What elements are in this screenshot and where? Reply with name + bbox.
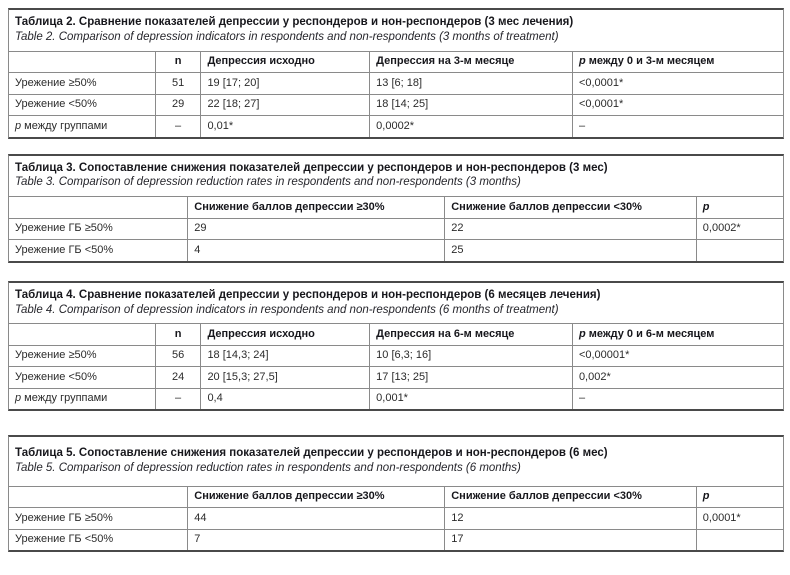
table-cell: 12 [444,507,697,530]
table-cell: 0,4 [200,387,370,410]
table-2-block: Таблица 2. Сравнение показателей депресс… [8,8,784,139]
table-p-row: p между группами – 0,01* 0,0002* – [9,115,783,137]
table-row: Урежение ГБ <50% 4 25 [9,239,783,261]
table-cell: 13 [6; 18] [369,72,573,95]
row-label-p: p между группами [9,115,156,137]
column-header: Депрессия исходно [200,323,370,346]
table-5: Снижение баллов депрессии ≥30% Снижение … [9,485,783,551]
paper-tables-page: { "page": { "background": "#ffffff" }, "… [0,8,790,575]
row-label: Урежение <50% [9,366,156,389]
table-2-title-ru: Таблица 2. Сравнение показателей депресс… [15,16,574,28]
table-row: Урежение ГБ ≥50% 29 22 0,0002* [9,217,783,240]
table-2-title-en: Table 2. Comparison of depression indica… [15,30,559,43]
table-4-title-en: Table 4. Comparison of depression indica… [15,303,559,316]
column-header: Депрессия на 6-м месяце [369,323,573,346]
row-label: Урежение ГБ ≥50% [9,507,188,530]
column-header-n: n [154,323,201,346]
column-header: Депрессия исходно [200,50,370,73]
table-cell: 10 [6,3; 16] [369,344,573,367]
column-header-n: n [154,50,201,73]
column-header [9,485,188,508]
table-cell: 18 [14,3; 24] [200,344,370,367]
table-5-block: Таблица 5. Сопоставление снижения показа… [8,435,784,553]
table-row: Урежение ГБ ≥50% 44 12 0,0001* [9,507,783,530]
table-cell: – [154,115,201,137]
table-2: n Депрессия исходно Депрессия на 3-м мес… [9,50,783,137]
table-4: n Депрессия исходно Депрессия на 6-м мес… [9,323,783,410]
table-2-header-row: n Депрессия исходно Депрессия на 3-м мес… [9,50,783,73]
table-cell: 0,0001* [695,507,783,530]
table-row: Урежение <50% 29 22 [18; 27] 18 [14; 25]… [9,93,783,116]
table-cell: 0,01* [200,115,370,137]
column-header [9,323,156,346]
table-cell: 0,0002* [695,217,783,240]
table-row: Урежение ГБ <50% 7 17 [9,528,783,551]
table-cell: 19 [17; 20] [200,72,370,95]
column-header-p: p между 0 и 6-м месяцем [571,323,783,346]
table-3: Снижение баллов депрессии ≥30% Снижение … [9,196,783,261]
table-cell [695,239,783,261]
table-cell: 0,002* [571,366,783,389]
table-5-title-en: Table 5. Comparison of depression reduct… [15,462,521,475]
table-cell: 51 [154,72,201,95]
table-4-title-ru: Таблица 4. Сравнение показателей депресс… [15,288,601,301]
row-label: Урежение ≥50% [9,72,156,95]
column-header-p: p [695,485,783,508]
table-cell: 4 [187,239,445,261]
table-cell: – [571,115,783,137]
column-header [9,50,156,73]
table-cell: 44 [187,507,445,530]
table-p-row: p между группами – 0,4 0,001* – [9,387,783,410]
table-cell: 17 [13; 25] [369,366,573,389]
table-3-title-area: Таблица 3. Сопоставление снижения показа… [9,156,783,197]
row-label: Урежение ГБ <50% [9,239,188,261]
table-4-title-area: Таблица 4. Сравнение показателей депресс… [9,283,783,324]
table-3-header-row: Снижение баллов депрессии ≥30% Снижение … [9,196,783,219]
row-label-p: p между группами [9,387,156,410]
table-cell: 0,0002* [369,115,573,137]
table-3-title-ru: Таблица 3. Сопоставление снижения показа… [15,161,608,174]
table-cell: <0,00001* [571,344,783,367]
column-header-p: p между 0 и 3-м месяцем [571,50,783,73]
table-3-block: Таблица 3. Сопоставление снижения показа… [8,153,784,263]
table-cell: 7 [187,528,445,551]
table-cell: 25 [444,239,697,261]
table-4-header-row: n Депрессия исходно Депрессия на 6-м мес… [9,323,783,346]
column-header: Депрессия на 3-м месяце [369,50,573,73]
table-row: Урежение <50% 24 20 [15,3; 27,5] 17 [13;… [9,366,783,389]
column-header [9,196,188,219]
table-row: Урежение ≥50% 51 19 [17; 20] 13 [6; 18] … [9,72,783,95]
table-cell: 0,001* [369,387,573,410]
table-cell: – [154,387,201,410]
column-header: Снижение баллов депрессии ≥30% [187,485,445,508]
column-header: Снижение баллов депрессии ≥30% [187,196,445,219]
table-3-title-en: Table 3. Comparison of depression reduct… [15,176,521,189]
row-label: Урежение ГБ ≥50% [9,217,188,240]
table-2-title-area: Таблица 2. Сравнение показателей депресс… [9,10,783,51]
table-cell: 22 [444,217,697,240]
row-label: Урежение ГБ <50% [9,528,188,551]
table-cell [695,528,783,551]
table-cell: 18 [14; 25] [369,93,573,116]
column-header: Снижение баллов депрессии <30% [444,485,697,508]
table-5-title-ru: Таблица 5. Сопоставление снижения показа… [15,447,608,460]
column-header: Снижение баллов депрессии <30% [444,196,697,219]
column-header-p: p [695,196,783,219]
table-cell: 17 [444,528,697,551]
table-cell: 56 [154,344,201,367]
row-label: Урежение <50% [9,93,156,116]
row-label: Урежение ≥50% [9,344,156,367]
table-cell: <0,0001* [571,72,783,95]
table-cell: <0,0001* [571,93,783,116]
table-cell: 22 [18; 27] [200,93,370,116]
table-row: Урежение ≥50% 56 18 [14,3; 24] 10 [6,3; … [9,344,783,367]
table-cell: 24 [154,366,201,389]
table-5-header-row: Снижение баллов депрессии ≥30% Снижение … [9,485,783,508]
table-cell: 29 [187,217,445,240]
table-cell: – [571,387,783,410]
table-5-title-area: Таблица 5. Сопоставление снижения показа… [9,437,783,486]
table-4-block: Таблица 4. Сравнение показателей депресс… [8,280,784,412]
table-cell: 29 [154,93,201,116]
table-cell: 20 [15,3; 27,5] [200,366,370,389]
